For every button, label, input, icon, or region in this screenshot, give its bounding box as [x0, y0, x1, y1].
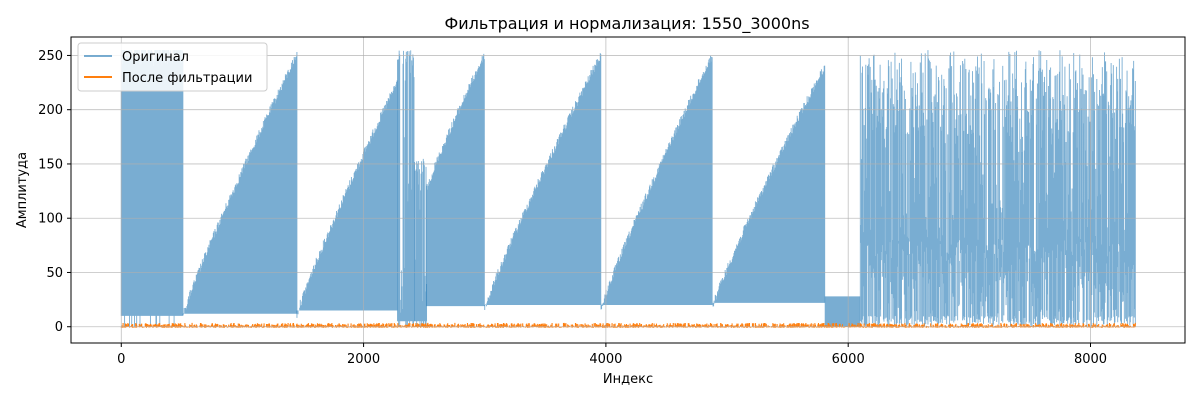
x-axis-label: Индекс [603, 372, 653, 387]
legend-label-original: Оригинал [122, 50, 189, 65]
chart-title: Фильтрация и нормализация: 1550_3000ns [444, 14, 809, 34]
series-original-segment [484, 53, 602, 310]
series-original-segment [859, 50, 1136, 327]
axes-frame [70, 36, 1186, 344]
series-original-segment [712, 65, 826, 307]
x-axis-ticks: 0 2000 4000 6000 8000 [117, 343, 1107, 367]
series-original-segment [824, 296, 861, 327]
series-original-segment [414, 158, 428, 327]
y-tick-label: 150 [38, 157, 63, 172]
x-tick-label: 2000 [347, 352, 380, 367]
series-original-segment [182, 51, 298, 316]
series-original-segment [120, 50, 184, 327]
y-tick-label: 100 [38, 212, 63, 227]
legend: Оригинал После фильтрации [77, 42, 268, 92]
x-tick-label: 4000 [589, 352, 622, 367]
legend-label-filtered: После фильтрации [122, 71, 252, 86]
x-tick-label: 8000 [1074, 352, 1107, 367]
x-tick-label: 0 [117, 352, 125, 367]
y-tick-label: 0 [55, 320, 63, 335]
y-axis-ticks: 0 50 100 150 200 250 [38, 49, 71, 335]
y-axis-label: Амплитуда [15, 152, 30, 228]
series-original-segment [600, 55, 713, 310]
series-original-segment [397, 50, 415, 327]
x-tick-label: 6000 [832, 352, 865, 367]
data-layer [120, 50, 1136, 328]
y-tick-label: 200 [38, 103, 63, 118]
legend-frame [77, 42, 268, 92]
y-tick-label: 250 [38, 49, 63, 64]
series-original-segment [296, 80, 398, 318]
series-original-segment [426, 53, 485, 307]
y-tick-label: 50 [46, 266, 63, 281]
